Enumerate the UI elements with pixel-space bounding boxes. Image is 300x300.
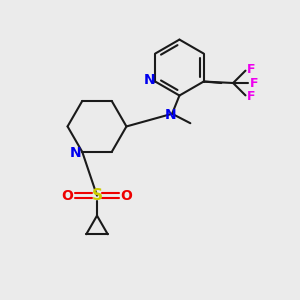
Text: N: N	[70, 146, 82, 161]
Text: F: F	[247, 90, 255, 104]
Text: O: O	[61, 189, 74, 202]
Text: N: N	[165, 108, 176, 122]
Text: F: F	[247, 63, 255, 76]
Text: O: O	[121, 189, 132, 202]
Text: F: F	[250, 76, 259, 89]
Text: N: N	[143, 73, 155, 87]
Text: S: S	[92, 188, 103, 203]
